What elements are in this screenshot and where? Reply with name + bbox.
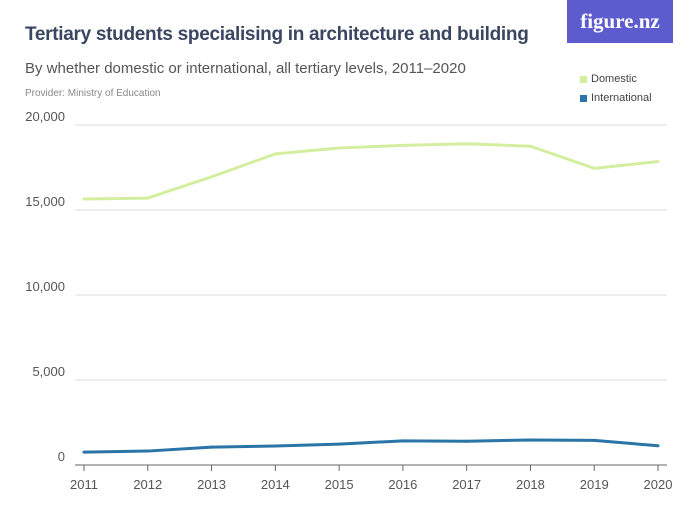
provider-text: Provider: Ministry of Education bbox=[25, 88, 161, 99]
legend-label: Domestic bbox=[591, 73, 637, 85]
data-point bbox=[337, 146, 341, 150]
legend-swatch bbox=[580, 75, 587, 83]
data-point bbox=[592, 438, 596, 442]
x-tick-label: 2012 bbox=[133, 477, 162, 492]
data-point bbox=[146, 196, 150, 200]
data-point bbox=[210, 445, 214, 449]
legend-item-domestic: Domestic bbox=[580, 73, 637, 85]
data-point bbox=[146, 449, 150, 453]
data-point bbox=[210, 175, 214, 179]
data-point bbox=[528, 438, 532, 442]
figure-nz-logo[interactable]: figure.nz bbox=[567, 0, 673, 43]
data-point bbox=[401, 143, 405, 147]
data-point bbox=[82, 197, 86, 201]
data-point bbox=[465, 142, 469, 146]
data-point bbox=[337, 442, 341, 446]
x-tick-label: 2018 bbox=[516, 477, 545, 492]
data-point bbox=[592, 166, 596, 170]
x-tick-label: 2014 bbox=[261, 477, 290, 492]
chart-subtitle: By whether domestic or international, al… bbox=[25, 60, 466, 77]
series-line-domestic bbox=[83, 142, 659, 201]
y-tick-label: 0 bbox=[58, 449, 65, 464]
legend-swatch bbox=[580, 94, 587, 102]
x-tick-label: 2020 bbox=[644, 477, 673, 492]
x-tick-label: 2011 bbox=[70, 477, 98, 492]
x-tick-label: 2017 bbox=[452, 477, 481, 492]
data-point bbox=[273, 152, 277, 156]
data-point bbox=[528, 144, 532, 148]
data-point bbox=[656, 444, 660, 448]
series-line-international bbox=[83, 438, 659, 454]
data-point bbox=[82, 450, 86, 454]
data-point bbox=[273, 444, 277, 448]
y-tick-label: 10,000 bbox=[25, 279, 65, 294]
data-point bbox=[401, 439, 405, 443]
y-tick-label: 5,000 bbox=[32, 364, 65, 379]
x-tick-label: 2016 bbox=[388, 477, 417, 492]
legend-item-international: International bbox=[580, 92, 652, 104]
data-point bbox=[465, 439, 469, 443]
y-tick-label: 15,000 bbox=[25, 194, 65, 209]
x-tick-label: 2019 bbox=[580, 477, 609, 492]
x-tick-label: 2013 bbox=[197, 477, 226, 492]
x-tick-label: 2015 bbox=[325, 477, 354, 492]
y-tick-label: 20,000 bbox=[25, 109, 65, 124]
chart-title: Tertiary students specialising in archit… bbox=[25, 24, 529, 45]
data-point bbox=[656, 160, 660, 164]
legend-label: International bbox=[591, 92, 652, 104]
